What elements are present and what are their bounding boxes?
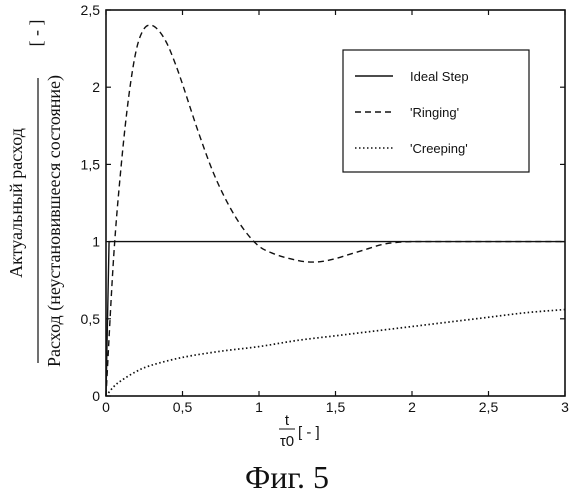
y-axis-label-unit: [ - ] [26,20,46,47]
y-axis-label-numerator: Актуальный расход [6,128,26,278]
x-axis-label-numerator: t [285,412,290,429]
y-tick-label: 1,5 [81,156,101,172]
x-tick-label: 2 [408,399,416,415]
y-axis-label-denominator: Расход (неустановившееся состояние) [44,75,65,367]
y-tick-label: 2 [92,79,100,95]
legend-label-ideal-step: Ideal Step [410,69,469,84]
series-ideal-step-line [106,242,565,396]
y-axis-label: Актуальный расход Расход (неустановившее… [6,20,65,367]
x-tick-label: 2,5 [479,399,499,415]
legend-label-ringing: 'Ringing' [410,105,459,120]
y-tick-label: 0,5 [81,311,101,327]
y-tick-label: 0 [92,388,100,404]
x-tick-label: 3 [561,399,569,415]
x-tick-label: 0,5 [173,399,193,415]
figure-caption: Фиг. 5 [245,459,329,495]
legend: Ideal Step 'Ringing' 'Creeping' [343,50,529,172]
x-axis-label: t τ0 [ - ] [279,412,320,450]
y-tick-label: 2,5 [81,2,101,18]
series-creeping-line [106,310,565,396]
y-tick-label: 1 [92,234,100,250]
x-axis-label-denominator: τ0 [280,433,294,450]
x-tick-label: 0 [102,399,110,415]
legend-label-creeping: 'Creeping' [410,141,468,156]
x-tick-label: 1,5 [326,399,346,415]
x-tick-label: 1 [255,399,263,415]
x-axis-label-unit: [ - ] [298,424,320,441]
